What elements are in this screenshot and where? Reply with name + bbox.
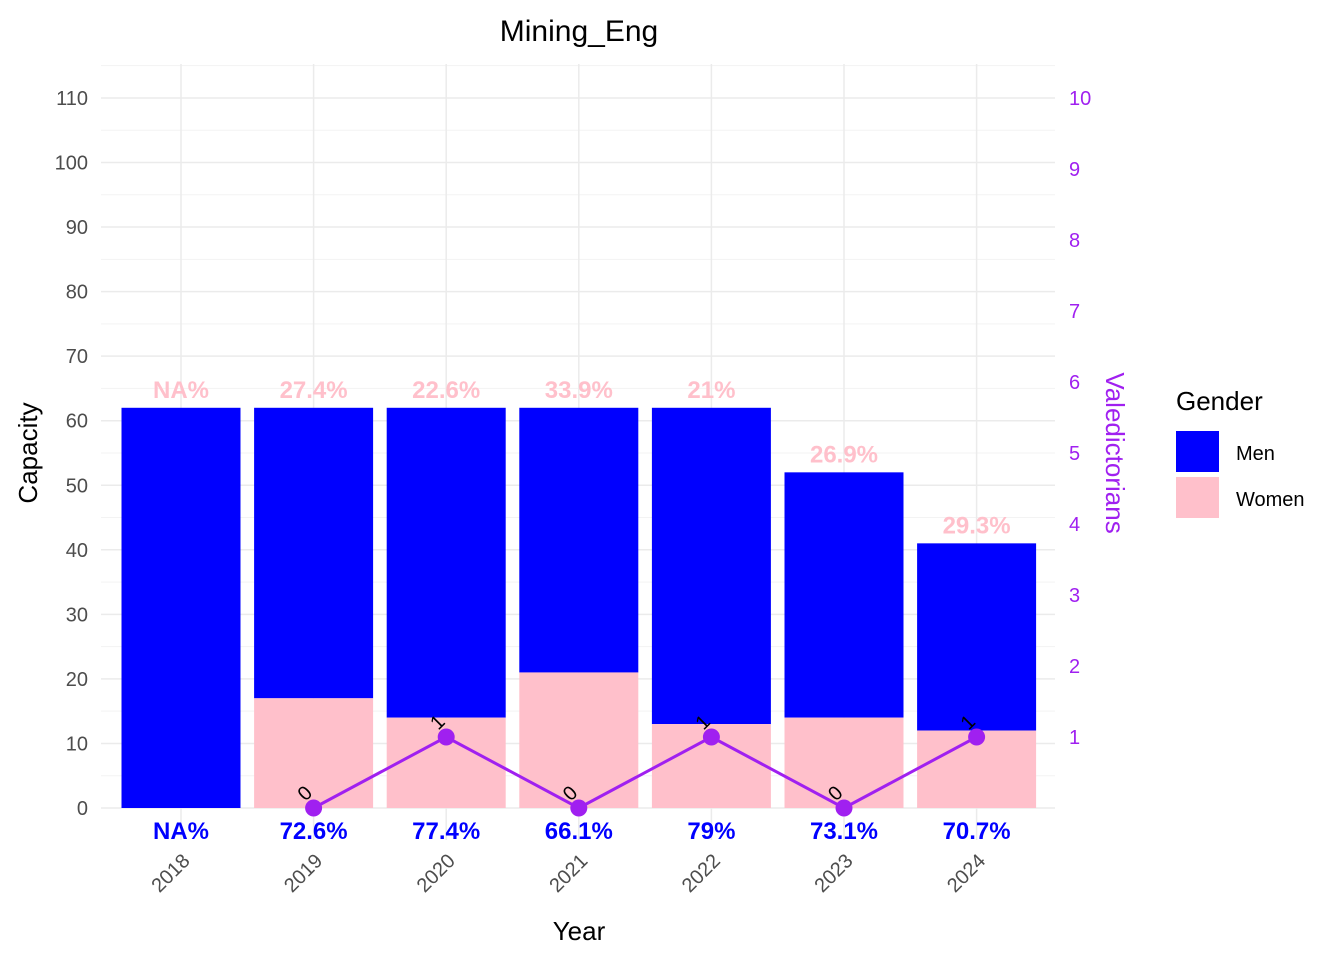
y-tick-label: 20 bbox=[66, 669, 88, 691]
bar-women bbox=[254, 698, 374, 808]
y-tick-label: 30 bbox=[66, 604, 88, 626]
y2-tick-label: 4 bbox=[1069, 514, 1080, 536]
legend-label-women: Women bbox=[1236, 489, 1305, 511]
women-pct-label: 22.6% bbox=[412, 377, 480, 404]
bar-men bbox=[784, 472, 904, 718]
bar-men bbox=[254, 407, 374, 699]
legend: Gender Men Women bbox=[1176, 386, 1305, 518]
y2-tick-label: 3 bbox=[1069, 585, 1080, 607]
x-tick-label: 2023 bbox=[811, 850, 858, 897]
bar-women bbox=[784, 717, 904, 808]
men-pct-label: 79% bbox=[687, 818, 735, 845]
data-labels: NA% NA% 27.4% 72.6% 22.6% 77.4% 33.9% 66.1% 21% 7… bbox=[153, 377, 1011, 845]
men-pct-label: 73.1% bbox=[810, 818, 878, 845]
bar-men bbox=[386, 407, 506, 718]
bar-women bbox=[519, 672, 639, 808]
x-tick-label: 2021 bbox=[545, 850, 592, 897]
valedictorian-point bbox=[835, 799, 853, 817]
legend-swatch-men bbox=[1176, 431, 1219, 472]
legend-swatch-women bbox=[1176, 477, 1219, 518]
y2-tick-label: 10 bbox=[1069, 88, 1091, 110]
legend-label-men: Men bbox=[1236, 443, 1275, 465]
men-pct-label: 77.4% bbox=[412, 818, 480, 845]
y-tick-label: 40 bbox=[66, 540, 88, 562]
y2-tick-label: 1 bbox=[1069, 727, 1080, 749]
men-pct-label: 72.6% bbox=[280, 818, 348, 845]
y-tick-label: 100 bbox=[55, 153, 88, 175]
x-tick-label: 2024 bbox=[943, 850, 990, 897]
bar-men bbox=[917, 543, 1037, 731]
y2-tick-label: 6 bbox=[1069, 372, 1080, 394]
x-tick-label: 2022 bbox=[678, 850, 725, 897]
y-tick-label: 110 bbox=[56, 88, 88, 110]
y-tick-label: 70 bbox=[66, 346, 88, 368]
y-tick-label: 90 bbox=[66, 217, 88, 239]
y2-tick-label: 5 bbox=[1069, 443, 1080, 465]
women-pct-label: NA% bbox=[153, 377, 209, 404]
valedictorian-point bbox=[437, 728, 455, 746]
y-tick-label: 50 bbox=[66, 475, 88, 497]
valedictorian-point bbox=[305, 799, 323, 817]
y2-tick-label: 2 bbox=[1069, 656, 1080, 678]
y2-tick-label: 8 bbox=[1069, 230, 1080, 252]
y2-tick-label: 7 bbox=[1069, 301, 1080, 323]
x-axis-ticks: 2018 2019 2020 2021 2022 2023 2024 bbox=[148, 850, 991, 897]
bar-men bbox=[519, 407, 639, 673]
x-tick-label: 2019 bbox=[280, 850, 327, 897]
women-pct-label: 33.9% bbox=[545, 377, 613, 404]
valedictorian-point bbox=[702, 728, 720, 746]
valedictorian-point bbox=[968, 728, 986, 746]
women-pct-label: 26.9% bbox=[810, 441, 878, 468]
y2-axis-title: Valedictorians bbox=[1100, 372, 1130, 533]
women-pct-label: 27.4% bbox=[280, 377, 348, 404]
valedictorian-point bbox=[570, 799, 588, 817]
men-pct-label: 66.1% bbox=[545, 818, 613, 845]
women-pct-label: 29.3% bbox=[943, 512, 1011, 539]
chart-title: Mining_Eng bbox=[500, 15, 658, 48]
y-tick-label: 60 bbox=[66, 411, 88, 433]
y-axis-title: Capacity bbox=[13, 402, 43, 503]
y-axis-ticks: 0 10 20 30 40 50 60 70 80 90 100 110 bbox=[55, 88, 88, 820]
men-pct-label: NA% bbox=[153, 818, 209, 845]
x-tick-label: 2018 bbox=[148, 850, 195, 897]
bar-men bbox=[651, 407, 771, 725]
valedictorian-polyline bbox=[312, 735, 978, 810]
bar-men bbox=[121, 407, 241, 808]
x-axis-title: Year bbox=[553, 916, 606, 946]
women-pct-label: 21% bbox=[687, 377, 735, 404]
y-tick-label: 0 bbox=[77, 798, 88, 820]
y-tick-label: 10 bbox=[66, 733, 88, 755]
y-tick-label: 80 bbox=[66, 282, 88, 304]
y2-axis-ticks: 1 2 3 4 5 6 7 8 9 10 bbox=[1069, 88, 1091, 749]
legend-title: Gender bbox=[1176, 386, 1263, 416]
y2-tick-label: 9 bbox=[1069, 159, 1080, 181]
bars bbox=[121, 407, 1037, 808]
x-tick-label: 2020 bbox=[413, 850, 460, 897]
men-pct-label: 70.7% bbox=[943, 818, 1011, 845]
valedictorian-line bbox=[305, 728, 986, 817]
